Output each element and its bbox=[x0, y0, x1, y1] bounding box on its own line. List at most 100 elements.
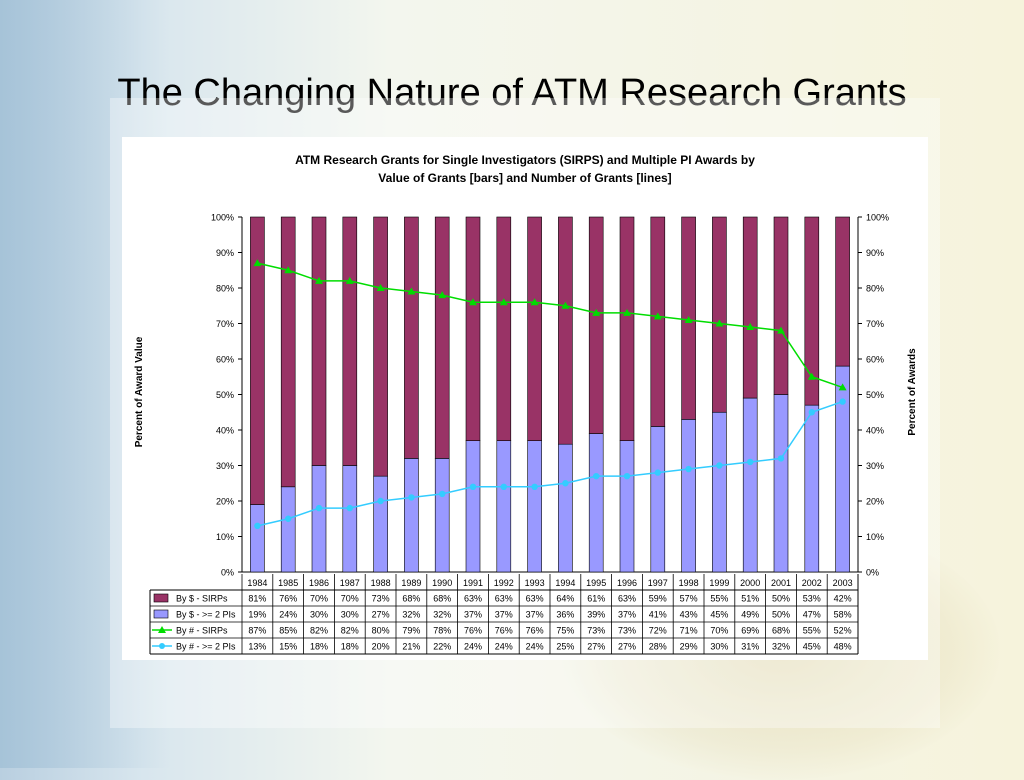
data-label: 27% bbox=[587, 642, 605, 652]
legend-marker bbox=[158, 626, 166, 633]
marker-sirps-count bbox=[499, 298, 508, 306]
legend-marker bbox=[159, 643, 165, 649]
marker-multi-pi-count bbox=[469, 483, 477, 490]
marker-sirps-count bbox=[315, 276, 323, 284]
y-axis-label-left: Percent of Award Value bbox=[134, 336, 145, 447]
data-label: 50% bbox=[772, 594, 790, 604]
legend-label: By # - SIRPs bbox=[176, 626, 228, 636]
data-label: 70% bbox=[710, 626, 728, 636]
data-label: 30% bbox=[341, 610, 359, 620]
line-multi-pi-count bbox=[257, 400, 843, 527]
marker-multi-pi-count bbox=[562, 480, 569, 487]
bar-multi-pi-value bbox=[742, 397, 758, 573]
category-label: 2000 bbox=[740, 578, 760, 588]
data-label: 70% bbox=[341, 594, 359, 604]
bar-multi-pi-value bbox=[404, 458, 419, 573]
bar-multi-pi-value bbox=[835, 365, 850, 573]
data-label: 32% bbox=[402, 610, 420, 620]
marker-sirps-count bbox=[623, 308, 631, 316]
marker-multi-pi-count bbox=[685, 465, 692, 473]
bar-sirps-value bbox=[773, 216, 789, 395]
marker-multi-pi-count bbox=[285, 515, 292, 522]
category-label: 1991 bbox=[463, 578, 483, 588]
marker-multi-pi-count bbox=[716, 462, 723, 469]
y-tick-label-right: 80% bbox=[866, 284, 884, 294]
y-tick-label-left: 90% bbox=[216, 248, 234, 258]
data-label: 24% bbox=[495, 642, 513, 652]
bar-sirps-value bbox=[588, 216, 604, 434]
marker-sirps-count bbox=[561, 301, 570, 309]
category-label: 1992 bbox=[494, 578, 514, 588]
data-label: 24% bbox=[526, 642, 544, 652]
bar-multi-pi-value bbox=[804, 404, 820, 573]
marker-sirps-count bbox=[746, 323, 755, 331]
y-tick-label-right: 10% bbox=[866, 532, 884, 542]
bar-sirps-value bbox=[465, 216, 481, 441]
data-label: 43% bbox=[680, 610, 698, 620]
data-label: 49% bbox=[741, 610, 759, 620]
plot-area: 0% 0% 10% 10% 20% 20% 30% 30% 40% 40% 50% 50% 60% 60%… bbox=[149, 213, 889, 655]
chart-svg: ATM Research Grants for Single Investiga… bbox=[134, 153, 918, 655]
data-label: 37% bbox=[464, 610, 482, 620]
data-label: 36% bbox=[556, 610, 574, 620]
data-label: 19% bbox=[248, 610, 266, 620]
data-label: 45% bbox=[803, 642, 821, 652]
data-label: 63% bbox=[464, 594, 482, 604]
data-label: 25% bbox=[556, 642, 574, 652]
bar-multi-pi-value bbox=[773, 394, 789, 573]
marker-sirps-count bbox=[838, 383, 847, 391]
data-label: 64% bbox=[556, 594, 574, 604]
bar-multi-pi-value bbox=[588, 433, 604, 573]
data-label: 68% bbox=[402, 594, 420, 604]
category-label: 1985 bbox=[278, 578, 298, 588]
data-label: 63% bbox=[618, 594, 636, 604]
category-label: 1996 bbox=[617, 578, 637, 588]
marker-multi-pi-count bbox=[747, 458, 754, 466]
marker-multi-pi-count bbox=[315, 504, 323, 512]
bar-sirps-value bbox=[742, 216, 758, 399]
category-label: 1998 bbox=[679, 578, 699, 588]
data-label: 68% bbox=[772, 626, 790, 636]
marker-multi-pi-count bbox=[500, 483, 507, 490]
marker-sirps-count bbox=[807, 372, 816, 380]
category-label: 1995 bbox=[586, 578, 606, 588]
marker-multi-pi-count bbox=[654, 469, 661, 476]
bar-multi-pi-value bbox=[280, 486, 296, 573]
data-label: 76% bbox=[279, 594, 297, 604]
data-label: 30% bbox=[710, 642, 728, 652]
data-label: 27% bbox=[372, 610, 390, 620]
category-label: 1988 bbox=[371, 578, 391, 588]
marker-multi-pi-count bbox=[777, 455, 785, 462]
marker-sirps-count bbox=[284, 266, 293, 274]
marker-multi-pi-count bbox=[808, 409, 815, 416]
y-tick-label-left: 40% bbox=[216, 426, 234, 436]
bar-sirps-value bbox=[558, 216, 573, 445]
y-tick-label-left: 30% bbox=[216, 461, 234, 471]
data-label: 41% bbox=[649, 610, 667, 620]
marker-multi-pi-count bbox=[408, 494, 415, 501]
marker-multi-pi-count bbox=[377, 497, 384, 505]
data-label: 55% bbox=[803, 626, 821, 636]
data-label: 72% bbox=[649, 626, 667, 636]
data-label: 63% bbox=[526, 594, 544, 604]
marker-multi-pi-count bbox=[839, 398, 846, 405]
bar-multi-pi-value bbox=[465, 440, 481, 573]
bar-multi-pi-value bbox=[681, 419, 696, 573]
data-label: 21% bbox=[402, 642, 420, 652]
legend-key-bar bbox=[153, 609, 169, 619]
data-label: 50% bbox=[772, 610, 790, 620]
bar-sirps-value bbox=[434, 216, 450, 459]
data-label: 37% bbox=[526, 610, 544, 620]
data-label: 58% bbox=[834, 610, 852, 620]
category-label: 2001 bbox=[771, 578, 791, 588]
marker-sirps-count bbox=[407, 287, 416, 295]
data-label: 37% bbox=[495, 610, 513, 620]
bar-multi-pi-value bbox=[342, 465, 358, 573]
data-label: 45% bbox=[710, 610, 728, 620]
bar-multi-pi-value bbox=[496, 440, 512, 573]
category-label: 1994 bbox=[555, 578, 575, 588]
marker-sirps-count bbox=[438, 291, 447, 299]
data-label: 13% bbox=[248, 642, 266, 652]
y-tick-label-left: 100% bbox=[211, 213, 234, 223]
data-label: 82% bbox=[310, 626, 328, 636]
